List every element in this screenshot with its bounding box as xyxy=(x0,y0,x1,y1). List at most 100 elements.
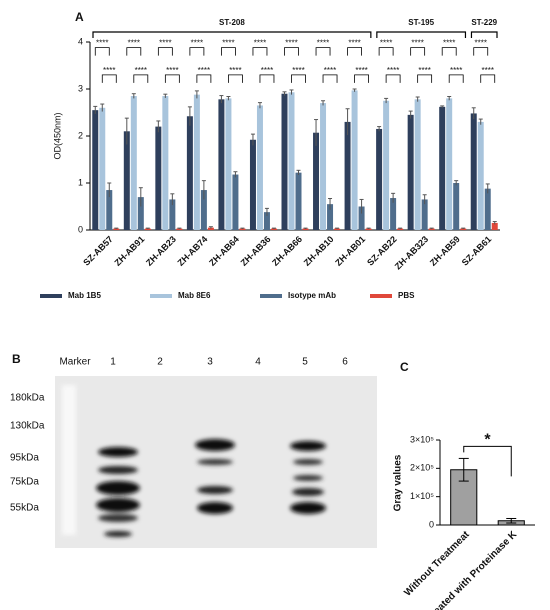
sig-label: **** xyxy=(324,66,336,75)
legend-swatch xyxy=(150,294,172,298)
sig-bracket xyxy=(94,47,110,56)
bar xyxy=(414,99,421,230)
legend-swatch xyxy=(260,294,282,298)
x-tick-label: ZH-AB323 xyxy=(393,234,430,271)
bar xyxy=(302,228,309,230)
sig-bracket xyxy=(189,47,205,56)
sig-bracket xyxy=(157,47,173,56)
sig-bracket xyxy=(291,74,306,83)
bar xyxy=(288,92,295,230)
sig-bracket xyxy=(259,74,275,83)
y-axis-label: Gray values xyxy=(393,454,404,511)
sig-bracket xyxy=(322,74,338,83)
sig-label: **** xyxy=(348,39,360,48)
x-tick-label: ZH-AB66 xyxy=(270,234,304,268)
sig-label: **** xyxy=(387,66,399,75)
sig-bracket xyxy=(448,74,464,83)
panel-label: A xyxy=(75,10,84,24)
sig-label: **** xyxy=(261,66,273,75)
bar xyxy=(470,113,477,230)
lane-label: Marker xyxy=(59,357,91,368)
x-tick-label: ZH-AB23 xyxy=(144,234,178,268)
sig-label: **** xyxy=(285,39,297,48)
group-label: ST-208 xyxy=(219,18,245,27)
sig-bracket xyxy=(164,74,180,83)
sig-label: **** xyxy=(450,66,462,75)
bar xyxy=(281,93,288,230)
sig-label: **** xyxy=(355,66,367,75)
x-tick-label: ZH-AB10 xyxy=(302,234,336,268)
y-tick-label: 2 xyxy=(78,130,83,140)
bar xyxy=(407,114,414,230)
sig-bracket xyxy=(480,74,496,83)
x-tick-label: ZH-AB36 xyxy=(239,234,273,268)
bar xyxy=(137,197,144,230)
legend-label: PBS xyxy=(398,291,415,300)
sig-bracket xyxy=(284,47,299,56)
bar xyxy=(295,172,302,230)
bar xyxy=(176,228,183,230)
bar xyxy=(390,198,397,230)
bar xyxy=(169,199,176,230)
sig-label: **** xyxy=(166,66,178,75)
sig-label: **** xyxy=(418,66,430,75)
bar xyxy=(200,190,207,230)
x-tick-label: SZ-AB61 xyxy=(460,234,494,268)
bar xyxy=(491,222,498,230)
bar xyxy=(351,90,358,230)
sig-bracket xyxy=(354,74,369,83)
sig-bracket xyxy=(228,74,243,83)
sig-label: **** xyxy=(254,39,266,48)
sig-bracket xyxy=(196,74,212,83)
bar xyxy=(376,128,383,230)
marker-label: 180kDa xyxy=(10,393,45,404)
group-label: ST-229 xyxy=(471,18,497,27)
legend-swatch xyxy=(40,294,62,298)
bar xyxy=(162,96,169,230)
bar xyxy=(421,199,428,230)
bar xyxy=(144,228,151,230)
x-tick-label: ZH-AB01 xyxy=(333,234,367,268)
sig-bracket xyxy=(417,74,433,83)
bar xyxy=(327,204,334,230)
sig-label: **** xyxy=(135,66,147,75)
x-tick-label: ZH-AB59 xyxy=(428,234,462,268)
y-tick-label: 4 xyxy=(78,36,83,46)
sig-label: **** xyxy=(229,66,241,75)
bar xyxy=(193,94,200,230)
bar xyxy=(344,121,351,230)
bar xyxy=(460,228,467,230)
group-label: ST-195 xyxy=(408,18,434,27)
sig-bracket xyxy=(126,47,142,56)
group-bracket xyxy=(376,31,467,38)
sig-label: **** xyxy=(191,39,203,48)
bar xyxy=(397,228,404,230)
y-tick-label: 0 xyxy=(429,519,434,529)
sig-bracket xyxy=(385,74,401,83)
bar xyxy=(383,100,390,230)
bar xyxy=(186,116,193,230)
panel-label: B xyxy=(12,352,21,366)
sig-bracket xyxy=(101,74,117,83)
sig-bracket xyxy=(473,47,489,56)
bar xyxy=(450,469,478,526)
bar xyxy=(249,139,256,230)
bar xyxy=(477,121,484,230)
blot-bands xyxy=(62,385,326,537)
sig-label: **** xyxy=(198,66,210,75)
sig-label: **** xyxy=(292,66,304,75)
marker-label: 95kDa xyxy=(10,453,39,464)
x-tick-label: ZH-AB74 xyxy=(176,234,210,268)
bar xyxy=(225,98,232,231)
sig-bracket xyxy=(410,47,426,56)
legend-label: Isotype mAb xyxy=(288,291,336,300)
lane-label: 3 xyxy=(207,357,213,368)
bar xyxy=(439,106,446,230)
sig-label: **** xyxy=(411,39,423,48)
bar xyxy=(218,99,225,230)
legend-swatch xyxy=(370,294,392,298)
sig-bracket xyxy=(463,445,512,477)
x-tick-label: ZH-AB64 xyxy=(207,234,241,268)
bar xyxy=(123,131,130,230)
